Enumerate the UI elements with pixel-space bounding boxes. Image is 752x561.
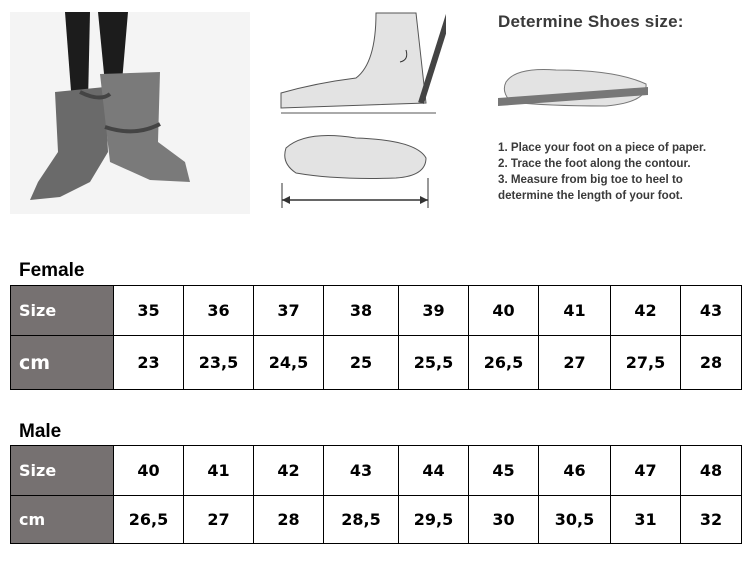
cm-cell: 23	[113, 335, 184, 390]
cm-cell: 23,5	[183, 335, 254, 390]
cm-cell: 28	[680, 335, 742, 390]
size-cell: 39	[398, 285, 469, 336]
size-cell: 46	[538, 445, 611, 496]
cm-cell: 26,5	[468, 335, 539, 390]
size-cell: 36	[183, 285, 254, 336]
foot-side-illustration	[280, 12, 446, 114]
male-size-table: Size 40 41 42 43 44 45 46 47 48 cm 26,5 27 28 28,5 29,…	[10, 445, 742, 544]
step-1: 1. Place your foot on a piece of paper.	[498, 141, 707, 154]
size-row: Size 40 41 42 43 44 45 46 47 48	[10, 445, 742, 496]
size-cell: 41	[538, 285, 611, 336]
cm-label: cm	[10, 335, 114, 390]
step-3-cont: determine the length of your foot.	[498, 189, 683, 202]
size-cell: 43	[323, 445, 399, 496]
female-title: Female	[19, 260, 85, 281]
size-cell: 41	[183, 445, 254, 496]
cm-cell: 25,5	[398, 335, 469, 390]
size-cell: 47	[610, 445, 681, 496]
instructions-title: Determine Shoes size:	[498, 12, 684, 31]
size-row: Size 35 36 37 38 39 40 41 42 43	[10, 285, 742, 336]
size-cell: 48	[680, 445, 742, 496]
cm-cell: 28,5	[323, 495, 399, 544]
male-title: Male	[19, 421, 62, 442]
cm-label: cm	[10, 495, 114, 544]
cm-cell: 25	[323, 335, 399, 390]
cm-cell: 27	[538, 335, 611, 390]
size-cell: 42	[253, 445, 324, 496]
boots-photo	[10, 12, 250, 214]
size-label: Size	[10, 445, 114, 496]
foot-outline-illustration	[281, 135, 429, 208]
instructions-steps: 1. Place your foot on a piece of paper. …	[498, 140, 706, 204]
cm-cell: 32	[680, 495, 742, 544]
foot-ruler-illustration	[498, 69, 648, 107]
cm-row: cm 26,5 27 28 28,5 29,5 30 30,5 31 32	[10, 495, 742, 544]
cm-cell: 27	[183, 495, 254, 544]
step-3: 3. Measure from big toe to heel to	[498, 173, 683, 186]
size-label: Size	[10, 285, 114, 336]
size-cell: 44	[398, 445, 469, 496]
step-2: 2. Trace the foot along the contour.	[498, 157, 691, 170]
cm-cell: 30	[468, 495, 539, 544]
cm-cell: 24,5	[253, 335, 324, 390]
size-cell: 40	[468, 285, 539, 336]
cm-cell: 26,5	[113, 495, 184, 544]
size-cell: 40	[113, 445, 184, 496]
size-cell: 45	[468, 445, 539, 496]
cm-cell: 30,5	[538, 495, 611, 544]
cm-row: cm 23 23,5 24,5 25 25,5 26,5 27 27,5 28	[10, 335, 742, 390]
cm-cell: 28	[253, 495, 324, 544]
cm-cell: 31	[610, 495, 681, 544]
size-cell: 37	[253, 285, 324, 336]
size-cell: 35	[113, 285, 184, 336]
size-cell: 42	[610, 285, 681, 336]
size-cell: 38	[323, 285, 399, 336]
cm-cell: 29,5	[398, 495, 469, 544]
size-cell: 43	[680, 285, 742, 336]
cm-cell: 27,5	[610, 335, 681, 390]
female-size-table: Size 35 36 37 38 39 40 41 42 43 cm 23 23,5 24,5 25 25,…	[10, 285, 742, 390]
